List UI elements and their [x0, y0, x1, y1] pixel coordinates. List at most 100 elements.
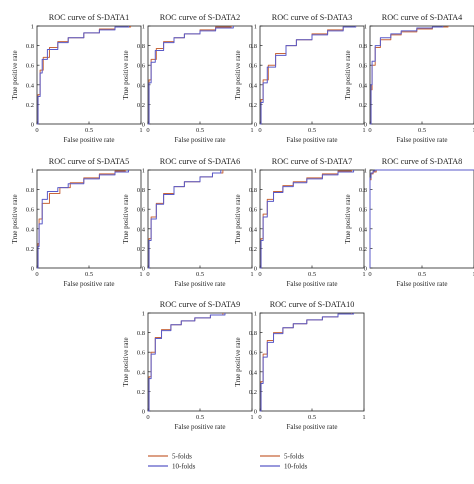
y-tick-label: 0.2: [359, 246, 367, 253]
x-axis-label: False positive rate: [287, 136, 338, 144]
y-tick-label: 0.6: [26, 207, 35, 214]
y-axis-label: True positive rate: [122, 194, 130, 243]
panel-title: ROC curve of S-DATA5: [49, 157, 130, 166]
x-axis-label: False positive rate: [175, 136, 226, 144]
roc-line-five-folds: [370, 26, 449, 125]
plot-frame: [259, 312, 365, 412]
x-tick-label: 0.5: [196, 414, 204, 421]
y-axis-label: True positive rate: [234, 194, 242, 243]
y-tick-label: 0: [254, 409, 257, 416]
y-axis-label: True positive rate: [122, 337, 130, 386]
roc-line-five-folds: [37, 26, 132, 125]
y-tick-label: 0: [364, 122, 367, 129]
y-tick-label: 0.4: [137, 369, 146, 376]
x-tick-label: 1: [472, 271, 474, 278]
x-tick-label: 1: [250, 127, 253, 134]
x-tick-label: 1: [139, 127, 142, 134]
legend-label: 5-folds: [284, 453, 304, 461]
y-tick-label: 0.2: [249, 102, 257, 109]
x-tick-label: 1: [362, 271, 365, 278]
x-tick-label: 1: [250, 414, 253, 421]
y-tick-label: 0.8: [137, 330, 145, 337]
x-tick-label: 0.5: [308, 127, 316, 134]
y-tick-label: 1: [364, 24, 367, 31]
y-tick-label: 0.8: [359, 187, 367, 194]
y-tick-label: 1: [142, 24, 145, 31]
y-tick-label: 0.4: [249, 82, 258, 89]
y-tick-label: 0.8: [249, 330, 257, 337]
x-axis-label: False positive rate: [397, 280, 448, 288]
y-tick-label: 1: [142, 168, 145, 175]
y-tick-label: 0.4: [249, 226, 258, 233]
legend-1: 5-folds 10-folds: [148, 453, 196, 471]
x-tick-label: 0: [35, 127, 38, 134]
y-tick-label: 0.6: [249, 207, 258, 214]
y-axis-label: True positive rate: [122, 50, 130, 99]
roc-line-ten-folds: [260, 313, 355, 412]
roc-line-five-folds: [148, 313, 224, 412]
y-tick-label: 1: [254, 168, 257, 175]
roc-line-ten-folds: [369, 169, 474, 268]
roc-line-five-folds: [260, 313, 353, 412]
x-tick-label: 0: [258, 271, 261, 278]
x-tick-label: 1: [362, 414, 365, 421]
y-tick-label: 0.4: [26, 82, 35, 89]
panel-title: ROC curve of S-DATA3: [272, 13, 353, 22]
y-tick-label: 0.4: [137, 226, 146, 233]
y-tick-label: 0.2: [26, 102, 34, 109]
roc-line-five-folds: [148, 170, 224, 269]
y-tick-label: 0.4: [359, 226, 368, 233]
y-axis-label: True positive rate: [234, 50, 242, 99]
y-axis-label: True positive rate: [234, 337, 242, 386]
y-tick-label: 1: [254, 311, 257, 318]
y-tick-label: 0.2: [137, 246, 145, 253]
panel-title: ROC curve of S-DATA2: [160, 13, 241, 22]
x-tick-label: 0: [258, 414, 261, 421]
x-tick-label: 0: [368, 127, 371, 134]
y-tick-label: 0.4: [26, 226, 35, 233]
x-tick-label: 0.5: [196, 271, 204, 278]
roc-line-ten-folds: [148, 313, 226, 412]
y-tick-label: 0.2: [137, 102, 145, 109]
x-tick-label: 0.5: [85, 127, 93, 134]
y-tick-label: 0: [364, 266, 367, 273]
roc-line-ten-folds: [260, 26, 357, 125]
x-tick-label: 0: [258, 127, 261, 134]
y-tick-label: 0.8: [359, 43, 367, 50]
x-tick-label: 0: [146, 127, 149, 134]
roc-line-five-folds: [260, 26, 357, 125]
y-tick-label: 0: [254, 122, 257, 129]
y-tick-label: 1: [31, 24, 34, 31]
roc-line-five-folds: [37, 170, 126, 269]
x-tick-label: 0.5: [418, 127, 426, 134]
y-tick-label: 0.8: [137, 43, 145, 50]
y-tick-label: 0: [31, 122, 34, 129]
y-tick-label: 0.8: [26, 43, 34, 50]
x-axis-label: False positive rate: [287, 423, 338, 431]
y-tick-label: 0.8: [249, 43, 257, 50]
x-tick-label: 0.5: [196, 127, 204, 134]
y-tick-label: 0.4: [137, 82, 146, 89]
panel-title: ROC curve of S-DATA6: [160, 157, 241, 166]
roc-line-five-folds: [260, 170, 353, 269]
y-tick-label: 1: [364, 168, 367, 175]
x-tick-label: 0.5: [308, 414, 316, 421]
x-tick-label: 1: [362, 127, 365, 134]
roc-line-ten-folds: [260, 170, 355, 269]
x-tick-label: 0.5: [418, 271, 426, 278]
roc-line-five-folds: [148, 26, 232, 125]
panel-title: ROC curve of S-DATA10: [270, 300, 355, 309]
x-tick-label: 1: [139, 271, 142, 278]
y-tick-label: 0.8: [137, 187, 145, 194]
x-tick-label: 1: [472, 127, 474, 134]
roc-line-five-folds: [369, 169, 474, 268]
y-tick-label: 0.2: [26, 246, 34, 253]
x-tick-label: 0.5: [85, 271, 93, 278]
